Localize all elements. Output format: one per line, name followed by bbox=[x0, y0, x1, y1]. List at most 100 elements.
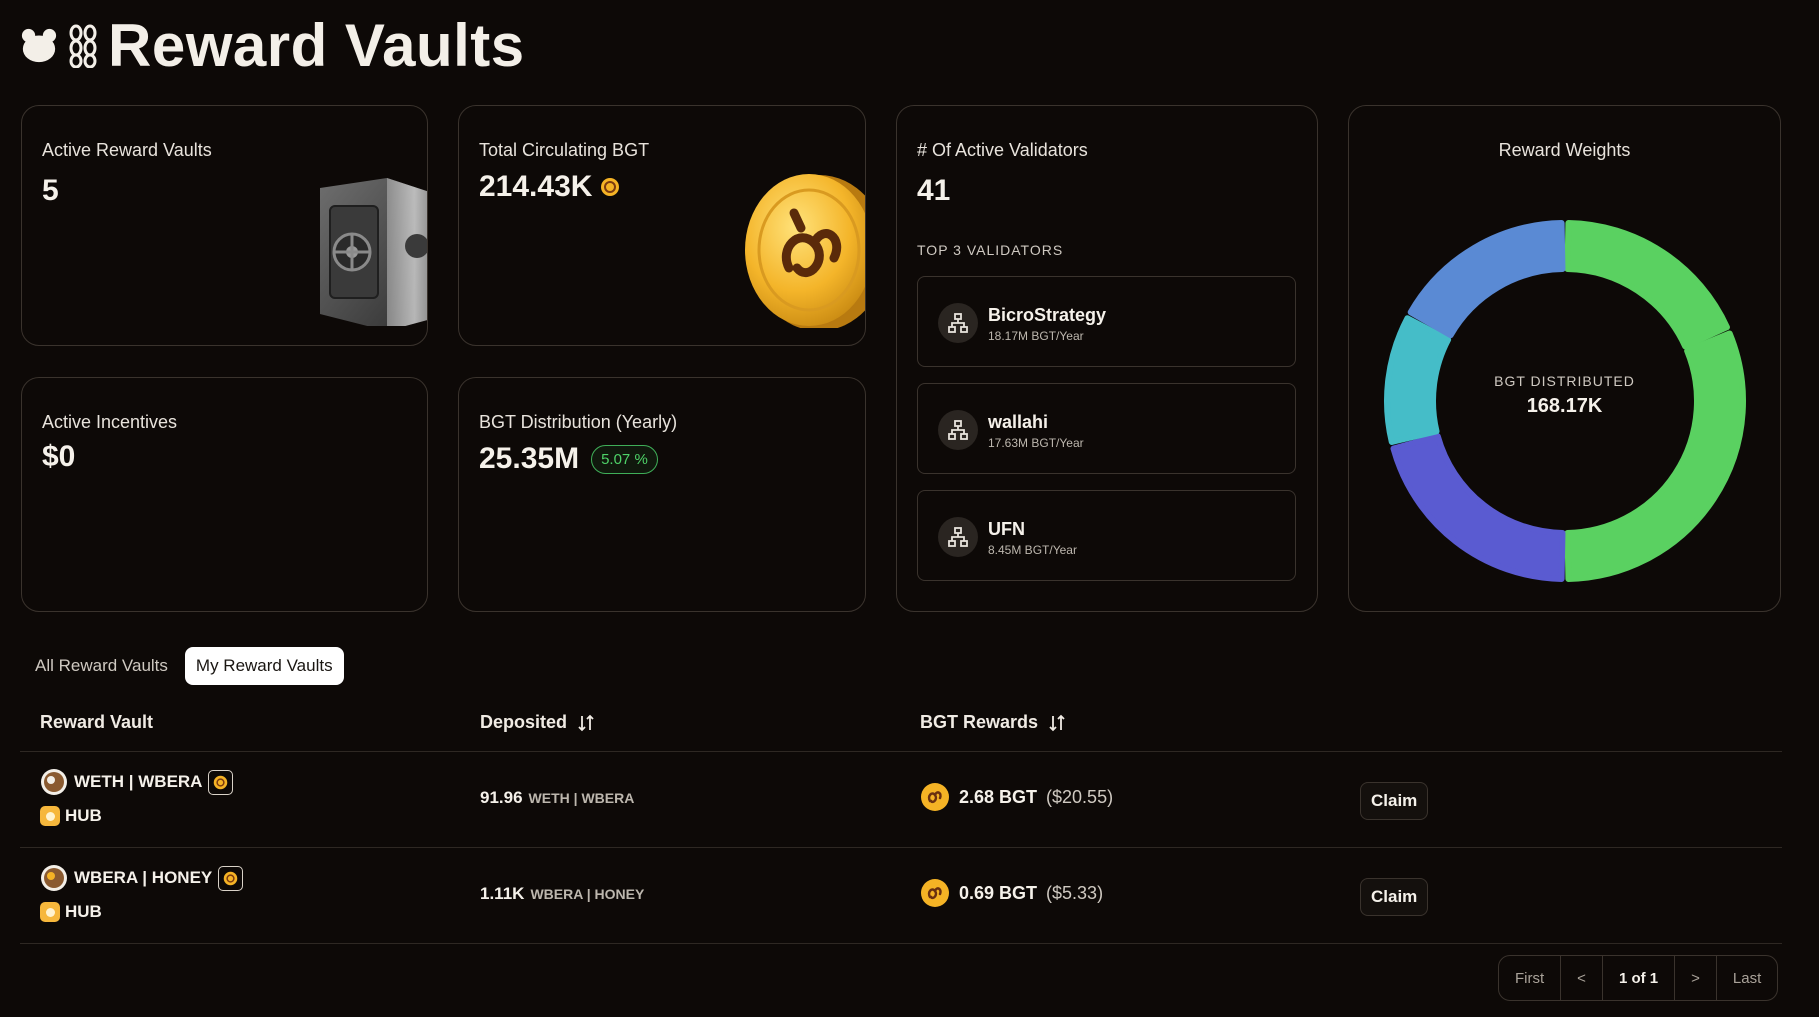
vault-name-label: WBERA | HONEY bbox=[74, 868, 213, 887]
deposit-amount: 1.11K bbox=[480, 884, 525, 903]
distribution-change-badge: 5.07 % bbox=[591, 444, 658, 474]
pagination-prev-button[interactable]: < bbox=[1561, 956, 1603, 1000]
card-value: 41 bbox=[917, 174, 950, 208]
column-label: Deposited bbox=[480, 712, 568, 732]
validator-item[interactable]: wallahi 17.63M BGT/Year bbox=[917, 383, 1296, 474]
token-pair-icon bbox=[41, 865, 67, 891]
table-row[interactable]: WETH | WBERA HUB 91.96 WETH | WBERA 2.68… bbox=[20, 752, 1782, 848]
pagination-first-button[interactable]: First bbox=[1499, 956, 1562, 1000]
donut-segment[interactable] bbox=[1384, 315, 1452, 445]
pagination-last-button[interactable]: Last bbox=[1732, 969, 1762, 987]
validators-count: 41 bbox=[917, 174, 951, 207]
page-header: Reward Vaults bbox=[20, 14, 525, 78]
rewards-cell: 0.69 BGT ($5.33) bbox=[920, 878, 1103, 908]
reward-amount: 2.68 BGT bbox=[959, 786, 1038, 807]
vault-name[interactable]: WBERA | HONEY bbox=[40, 864, 244, 892]
pagination-current-page: 1 of 1 bbox=[1603, 956, 1676, 1000]
reward-usd: ($5.33) bbox=[1046, 882, 1104, 903]
table-row[interactable]: WBERA | HONEY HUB 1.11K WBERA | HONEY 0.… bbox=[20, 848, 1782, 944]
donut-center-label: BGT DISTRIBUTED bbox=[1494, 373, 1635, 389]
deposit-token: WETH | WBERA bbox=[528, 790, 635, 806]
vault-name[interactable]: WETH | WBERA bbox=[40, 768, 234, 796]
table-header: Reward Vault Deposited BGT Rewards bbox=[20, 700, 1782, 752]
rewards-cell: 2.68 BGT ($20.55) bbox=[920, 782, 1113, 812]
donut-segment[interactable] bbox=[1390, 433, 1566, 582]
validator-name: wallahi bbox=[988, 412, 1049, 432]
distribution-value: 25.35M bbox=[479, 442, 580, 475]
card-label: Reward Weights bbox=[1498, 140, 1631, 160]
reward-usd: ($20.55) bbox=[1046, 786, 1114, 807]
bgt-token-icon bbox=[921, 783, 949, 811]
hub-icon bbox=[40, 806, 60, 826]
validator-avatar bbox=[938, 410, 978, 450]
pagination: First < 1 of 1 > Last bbox=[1498, 955, 1779, 1001]
bgt-badge-icon bbox=[208, 769, 234, 795]
reward-weights-card: Reward Weights BGT DISTRIBUTED 168.17K bbox=[1348, 105, 1781, 612]
deposited-cell: 91.96 WETH | WBERA bbox=[480, 788, 634, 808]
deposit-token: WBERA | HONEY bbox=[530, 886, 645, 902]
card-label: Total Circulating BGT bbox=[479, 140, 650, 160]
sort-icon[interactable] bbox=[577, 714, 595, 732]
chain-link-icon bbox=[69, 24, 97, 68]
bgt-badge-icon bbox=[218, 865, 244, 891]
active-vaults-count: 5 bbox=[42, 174, 59, 207]
vault-source: HUB bbox=[40, 806, 102, 826]
validator-name: UFN bbox=[988, 519, 1025, 539]
tab-all-reward-vaults[interactable]: All Reward Vaults bbox=[35, 656, 168, 675]
sort-icon[interactable] bbox=[1048, 714, 1066, 732]
bear-logo-icon bbox=[21, 28, 57, 63]
validator-avatar bbox=[938, 303, 978, 343]
validator-item[interactable]: BicroStrategy 18.17M BGT/Year bbox=[917, 276, 1296, 367]
bgt-coin-icon bbox=[745, 174, 865, 328]
claim-button[interactable]: Claim bbox=[1360, 782, 1429, 820]
donut-center-value: 168.17K bbox=[1526, 395, 1603, 417]
network-node-icon bbox=[948, 527, 968, 547]
column-label: Reward Vault bbox=[40, 712, 154, 732]
pagination-next-button[interactable]: > bbox=[1675, 956, 1717, 1000]
top-validators-label: TOP 3 VALIDATORS bbox=[917, 242, 1064, 258]
column-label: BGT Rewards bbox=[920, 712, 1039, 732]
claim-button[interactable]: Claim bbox=[1360, 878, 1429, 916]
active-incentives-card: Active Incentives $0 bbox=[21, 377, 428, 612]
bgt-token-icon bbox=[921, 879, 949, 907]
bgt-distribution-card: BGT Distribution (Yearly) 25.35M 5.07 % bbox=[458, 377, 866, 612]
donut-segment[interactable] bbox=[1564, 220, 1730, 350]
circulating-bgt-value: 214.43K bbox=[479, 170, 593, 203]
card-label: # Of Active Validators bbox=[917, 140, 1088, 160]
validator-rate: 18.17M BGT/Year bbox=[988, 329, 1084, 343]
validator-item[interactable]: UFN 8.45M BGT/Year bbox=[917, 490, 1296, 581]
vault-tabs: All Reward Vaults My Reward Vaults bbox=[24, 647, 344, 685]
deposit-amount: 91.96 bbox=[480, 788, 523, 807]
validator-name: BicroStrategy bbox=[988, 305, 1107, 325]
card-label: Active Incentives bbox=[42, 412, 178, 432]
page-title: Reward Vaults bbox=[108, 12, 525, 79]
card-value: $0 bbox=[42, 440, 75, 474]
validators-card: # Of Active Validators 41 TOP 3 VALIDATO… bbox=[896, 105, 1318, 612]
active-vaults-card: Active Reward Vaults 5 bbox=[21, 105, 428, 346]
vault-source-label: HUB bbox=[65, 902, 102, 921]
reward-amount: 0.69 BGT bbox=[959, 882, 1038, 903]
bgt-token-icon bbox=[601, 178, 620, 196]
token-pair-icon bbox=[41, 769, 67, 795]
column-deposited[interactable]: Deposited bbox=[480, 712, 595, 733]
card-value: 25.35M 5.07 % bbox=[479, 442, 658, 476]
validator-rate: 8.45M BGT/Year bbox=[988, 543, 1077, 557]
vault-source: HUB bbox=[40, 902, 102, 922]
card-value: 214.43K bbox=[479, 170, 620, 204]
card-label: Active Reward Vaults bbox=[42, 140, 212, 160]
circulating-bgt-card: Total Circulating BGT 214.43K bbox=[458, 105, 866, 346]
vault-name-label: WETH | WBERA bbox=[74, 772, 203, 791]
active-incentives-value: $0 bbox=[42, 440, 76, 473]
tab-my-reward-vaults[interactable]: My Reward Vaults bbox=[184, 647, 344, 685]
column-bgt-rewards[interactable]: BGT Rewards bbox=[920, 712, 1066, 733]
card-value: 5 bbox=[42, 174, 59, 208]
safe-vault-icon bbox=[320, 178, 427, 326]
validator-rate: 17.63M BGT/Year bbox=[988, 436, 1084, 450]
column-reward-vault: Reward Vault bbox=[40, 712, 153, 733]
donut-segment[interactable] bbox=[1407, 220, 1566, 339]
card-label: BGT Distribution (Yearly) bbox=[479, 412, 678, 432]
network-node-icon bbox=[948, 313, 968, 333]
hub-icon bbox=[40, 902, 60, 922]
donut-segment[interactable] bbox=[1564, 330, 1746, 582]
network-node-icon bbox=[948, 420, 968, 440]
